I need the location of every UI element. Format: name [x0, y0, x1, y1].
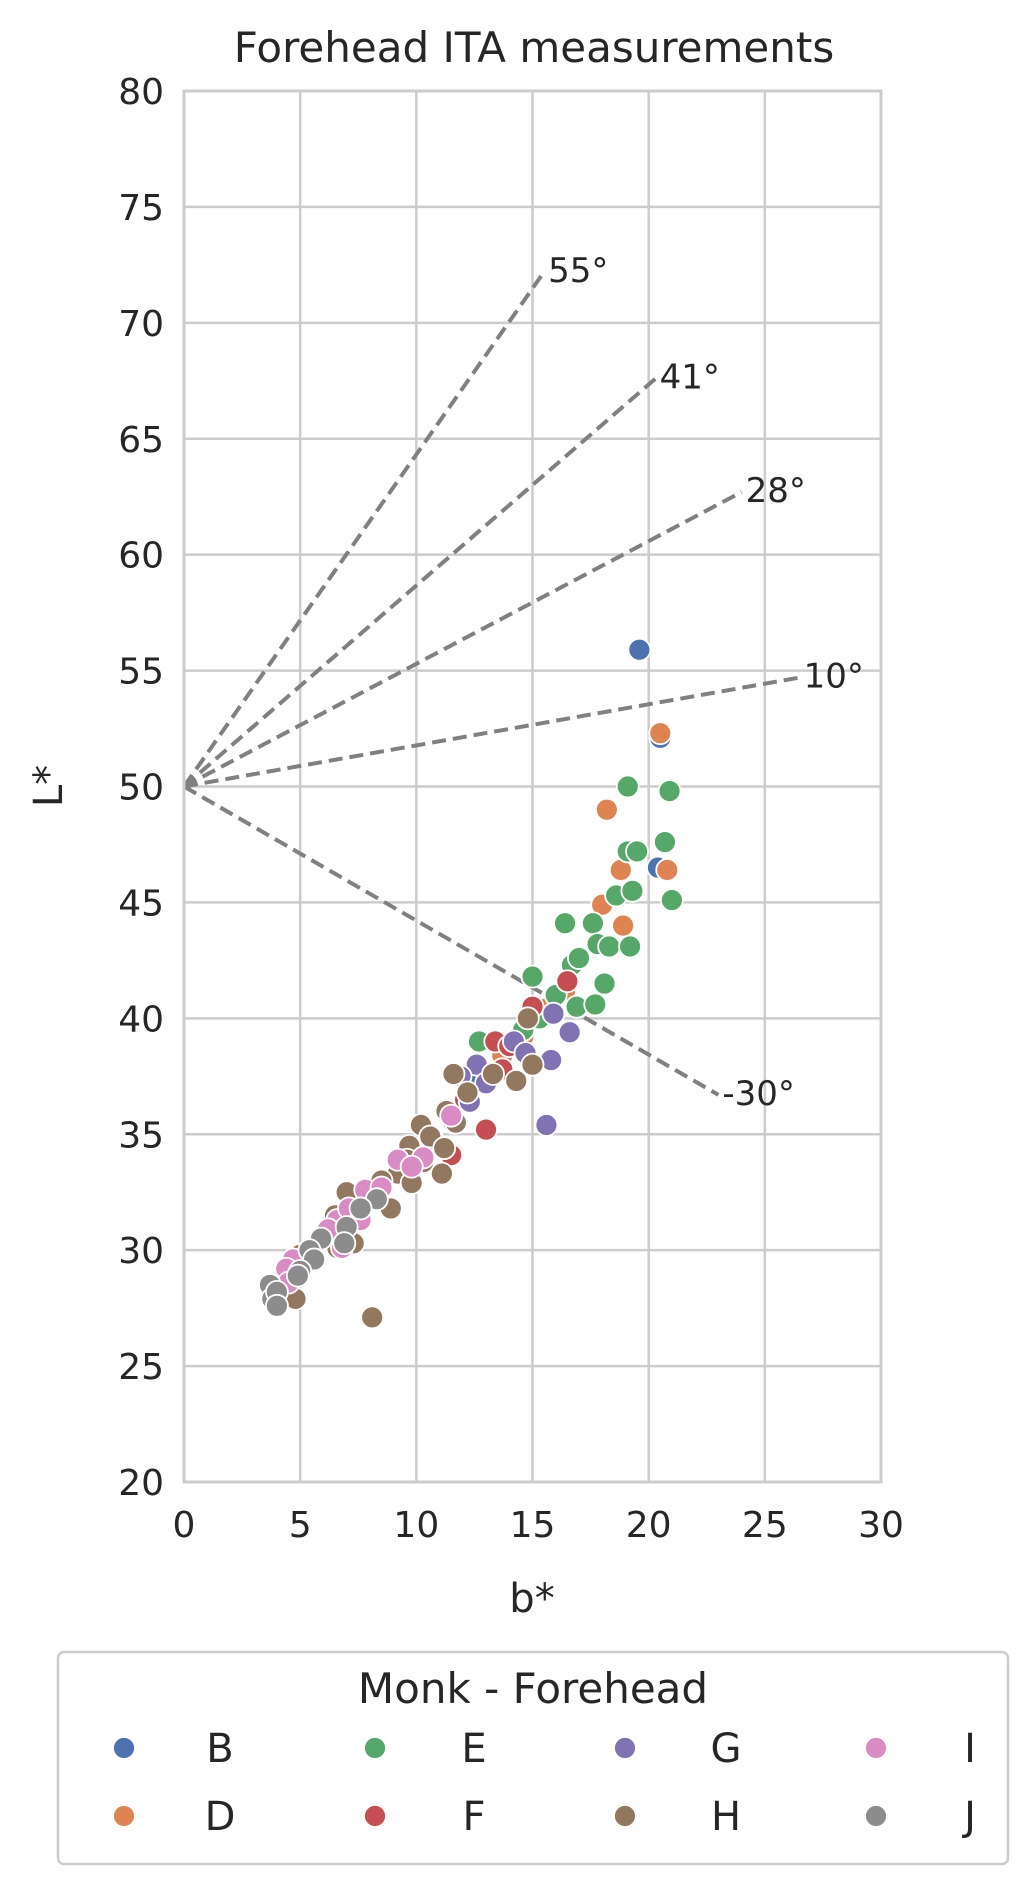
y-tick-label: 75	[118, 188, 164, 229]
data-point-J	[285, 1263, 310, 1288]
legend-marker-F	[363, 1804, 387, 1828]
data-point-E	[583, 992, 608, 1017]
reference-line	[183, 490, 743, 789]
legend-label-G: G	[711, 1726, 742, 1772]
data-point-E	[597, 934, 622, 959]
data-point-E	[625, 839, 649, 864]
legend-marker-D	[112, 1804, 136, 1828]
data-point-E	[653, 830, 677, 855]
legend-label-J: J	[961, 1794, 976, 1840]
x-tick-label: 10	[393, 1505, 439, 1546]
y-tick-label: 30	[118, 1231, 164, 1272]
data-point-G	[557, 1020, 582, 1045]
data-point-E	[553, 911, 577, 936]
legend-label-E: E	[461, 1726, 486, 1772]
legend-marker-J	[864, 1804, 888, 1828]
legend-marker-I	[864, 1736, 888, 1760]
data-point-H	[481, 1062, 505, 1086]
data-point-J	[332, 1231, 357, 1256]
data-point-H	[504, 1069, 529, 1093]
legend-marker-E	[363, 1736, 387, 1760]
y-tick-labels: 20 25 30 35 40 45 50 55 60 65 70 75 80	[118, 72, 164, 1504]
y-tick-label: 35	[118, 1115, 164, 1156]
data-point-I	[399, 1154, 424, 1179]
reference-lines: 55° 41° 28° 10° -30°	[182, 251, 864, 1114]
reference-line-label: 28°	[746, 471, 806, 511]
legend-label-B: B	[206, 1726, 233, 1772]
legend-box	[56, 1650, 1010, 1866]
data-point-E	[581, 911, 605, 936]
data-point-F	[474, 1117, 498, 1142]
legend-label-F: F	[462, 1794, 485, 1840]
reference-line-label: 41°	[660, 357, 720, 397]
data-point-E	[520, 964, 545, 989]
x-axis-label: b*	[509, 1576, 554, 1622]
data-point-H	[432, 1136, 457, 1161]
data-points	[258, 637, 684, 1330]
legend-items: BD EF GH IJ	[112, 1726, 976, 1840]
y-tick-label: 65	[118, 420, 164, 461]
data-point-D	[594, 797, 619, 822]
data-point-D	[655, 858, 680, 882]
data-point-H	[429, 1161, 454, 1186]
y-tick-label: 80	[118, 72, 164, 113]
reference-line	[183, 784, 720, 1097]
data-point-E	[618, 934, 642, 959]
y-tick-label: 20	[118, 1463, 164, 1504]
legend-marker-H	[613, 1804, 637, 1828]
x-tick-label: 0	[173, 1505, 196, 1546]
data-point-E	[592, 971, 617, 996]
x-tick-label: 25	[742, 1505, 788, 1546]
data-point-J	[265, 1293, 289, 1318]
y-tick-label: 25	[118, 1347, 164, 1388]
reference-line-label: 55°	[548, 251, 608, 291]
data-point-I	[439, 1103, 464, 1128]
data-point-D	[648, 721, 673, 746]
legend-marker-B	[112, 1736, 136, 1760]
data-point-E	[657, 779, 682, 804]
y-tick-label: 70	[118, 304, 164, 345]
y-tick-label: 55	[118, 652, 164, 693]
data-point-G	[541, 1001, 566, 1026]
data-point-E	[567, 946, 591, 970]
legend-title: Monk - Forehead	[358, 1664, 708, 1713]
legend-label-I: I	[964, 1726, 976, 1772]
x-tick-label: 20	[626, 1505, 672, 1546]
data-point-B	[627, 637, 652, 662]
y-tick-label: 40	[118, 999, 164, 1040]
x-tick-label: 30	[858, 1505, 904, 1546]
data-point-H	[455, 1080, 480, 1105]
reference-line-label: 10°	[804, 657, 864, 697]
data-point-H	[441, 1062, 466, 1086]
y-tick-label: 45	[118, 883, 164, 924]
data-point-H	[520, 1052, 545, 1077]
y-tick-label: 60	[118, 536, 164, 577]
data-point-G	[534, 1113, 559, 1137]
data-point-E	[660, 888, 684, 912]
legend-label-H: H	[711, 1794, 741, 1840]
x-tick-label: 5	[289, 1505, 312, 1546]
chart-title: Forehead ITA measurements	[234, 23, 835, 72]
plot-frame	[182, 89, 883, 1484]
data-point-H	[515, 1006, 540, 1031]
data-point-J	[348, 1196, 373, 1221]
data-point-F	[555, 969, 580, 994]
legend-marker-G	[613, 1736, 637, 1760]
data-point-E	[615, 774, 640, 799]
y-axis-label: L*	[26, 765, 72, 807]
x-tick-labels: 0 5 10 15 20 25 30	[173, 1505, 904, 1546]
reference-line-label: -30°	[722, 1074, 795, 1114]
data-point-H	[360, 1305, 385, 1330]
data-point-E	[620, 878, 645, 903]
x-tick-label: 15	[510, 1505, 556, 1546]
legend: Monk - Forehead BD EF GH IJ	[56, 1650, 1010, 1866]
y-tick-label: 50	[118, 768, 164, 809]
data-point-D	[611, 913, 636, 938]
legend-label-D: D	[205, 1794, 236, 1840]
